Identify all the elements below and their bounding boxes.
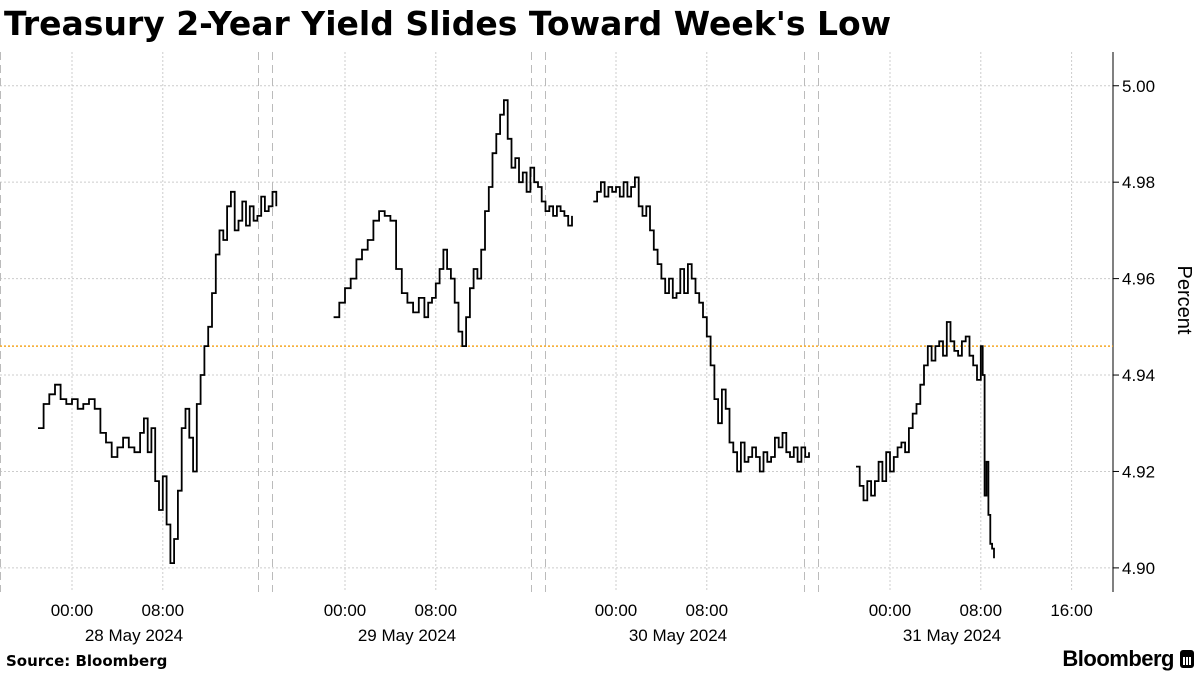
series-line-1 [38, 190, 278, 564]
bloomberg-terminal-icon [1180, 650, 1194, 668]
chart-title: Treasury 2-Year Yield Slides Toward Week… [4, 4, 892, 43]
x-tick-label: 08:00 [960, 601, 1003, 620]
y-tick-label: 4.92 [1122, 462, 1155, 481]
x-tick-label: 00:00 [324, 601, 367, 620]
series-line-2 [333, 99, 573, 347]
source-note: Source: Bloomberg [6, 652, 168, 670]
y-tick-label: 4.94 [1122, 366, 1155, 385]
y-tick-label: 4.98 [1122, 173, 1155, 192]
x-tick-label: 08:00 [415, 601, 458, 620]
x-date-label: 30 May 2024 [629, 626, 727, 645]
y-axis-label: Percent [1173, 266, 1195, 335]
brand-logo: Bloomberg [1062, 646, 1194, 672]
brand-name: Bloomberg [1062, 646, 1174, 671]
y-tick-label: 5.00 [1122, 77, 1155, 96]
x-tick-label: 08:00 [686, 601, 729, 620]
y-tick-label: 4.96 [1122, 270, 1155, 289]
y-tick-label: 4.90 [1122, 559, 1155, 578]
x-date-label: 29 May 2024 [358, 626, 456, 645]
x-tick-label: 08:00 [142, 601, 185, 620]
x-date-label: 28 May 2024 [85, 626, 183, 645]
x-tick-label: 00:00 [51, 601, 94, 620]
x-tick-label: 00:00 [869, 601, 912, 620]
x-tick-label: 16:00 [1050, 601, 1093, 620]
x-tick-label: 00:00 [595, 601, 638, 620]
series-line-4 [856, 321, 995, 559]
series-line-3 [593, 176, 810, 473]
x-date-label: 31 May 2024 [903, 626, 1001, 645]
